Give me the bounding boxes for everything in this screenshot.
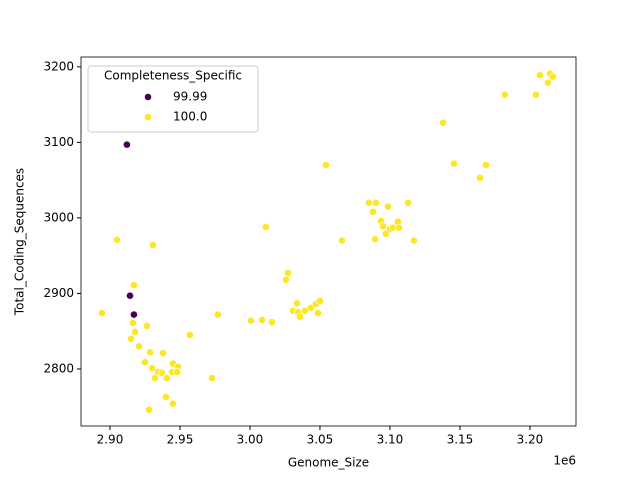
data-point <box>130 281 138 290</box>
data-point <box>158 368 166 377</box>
data-point <box>258 315 266 324</box>
data-point <box>163 374 171 382</box>
data-point <box>544 78 552 87</box>
data-point <box>262 223 270 231</box>
data-point <box>409 236 418 245</box>
data-point <box>371 235 379 243</box>
data-point <box>293 299 301 308</box>
data-point <box>98 309 106 317</box>
data-point <box>129 318 137 327</box>
data-point <box>535 71 544 80</box>
data-point <box>314 309 322 317</box>
x-tick-label: 3.20 <box>517 433 544 447</box>
data-point <box>130 310 138 319</box>
y-axis-label: Total_Coding_Sequences <box>13 168 27 316</box>
data-point <box>247 316 255 325</box>
data-point <box>338 236 346 245</box>
x-tick-label: 2.90 <box>97 433 124 447</box>
data-point <box>384 202 392 211</box>
x-tick-label: 3.00 <box>237 433 264 447</box>
data-point <box>126 291 134 300</box>
x-axis-label: Genome_Size <box>288 456 369 470</box>
y-tick-label: 2900 <box>43 286 74 300</box>
data-point <box>141 358 149 367</box>
x-tick-label: 3.05 <box>307 433 334 447</box>
data-point <box>372 198 380 207</box>
data-point <box>439 118 447 127</box>
data-point <box>450 159 458 168</box>
x-offset-label: 1e6 <box>553 454 576 468</box>
data-point <box>282 275 290 284</box>
data-point <box>322 161 330 169</box>
data-point <box>186 331 194 339</box>
legend-marker <box>144 113 152 121</box>
x-tick-label: 3.10 <box>377 433 404 447</box>
y-tick-label: 3100 <box>43 135 74 149</box>
data-point <box>148 364 156 373</box>
data-point <box>151 374 159 382</box>
data-point <box>532 90 540 99</box>
data-point <box>159 349 167 358</box>
legend-label: 100.0 <box>173 110 207 124</box>
data-point <box>145 405 153 414</box>
data-point <box>395 223 403 232</box>
legend-box <box>87 65 259 133</box>
legend-label: 99.99 <box>173 90 207 104</box>
plot-frame <box>80 56 577 427</box>
data-point <box>127 334 135 343</box>
data-point <box>500 90 509 99</box>
x-tick-label: 2.95 <box>167 433 194 447</box>
data-point <box>404 198 412 207</box>
legend-title: Completeness_Specific <box>104 69 242 83</box>
x-tick-label: 3.15 <box>447 433 474 447</box>
data-point <box>208 374 216 382</box>
y-tick-label: 3200 <box>43 59 74 73</box>
data-point <box>369 207 377 216</box>
data-point <box>131 328 139 336</box>
data-point <box>296 312 304 321</box>
data-point <box>162 393 170 401</box>
data-point <box>549 72 557 81</box>
data-point <box>316 297 324 305</box>
data-point <box>365 198 373 207</box>
data-point <box>169 399 177 408</box>
data-point <box>113 235 121 244</box>
data-point <box>268 318 276 327</box>
data-point <box>284 269 292 277</box>
data-point <box>146 348 154 357</box>
y-tick-label: 2800 <box>43 361 74 375</box>
y-tick-label: 3000 <box>43 210 74 224</box>
data-point <box>149 241 157 249</box>
data-point <box>135 342 143 351</box>
data-point <box>476 173 484 182</box>
data-point <box>143 322 151 330</box>
data-point <box>482 161 490 169</box>
data-point <box>173 368 181 376</box>
data-point <box>123 140 131 149</box>
data-point <box>214 310 222 319</box>
legend-marker <box>144 93 152 101</box>
data-point <box>379 222 387 231</box>
